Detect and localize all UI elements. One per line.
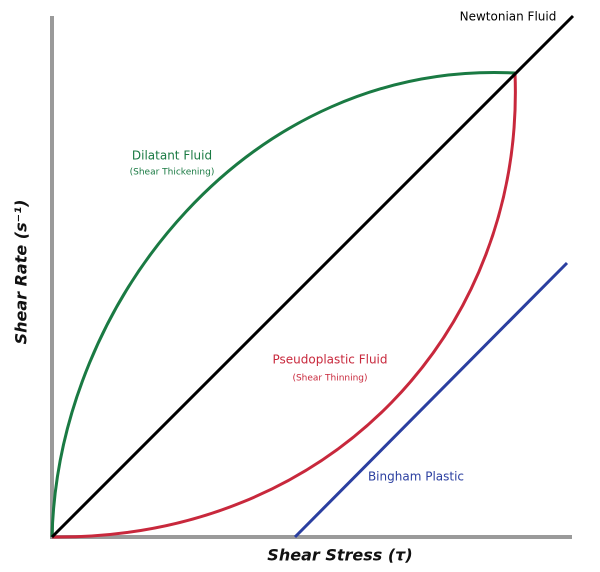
y-axis-title: Shear Rate (s⁻¹) bbox=[12, 200, 31, 345]
newtonian-line bbox=[50, 14, 575, 539]
pseudoplastic-curve bbox=[51, 72, 517, 539]
bingham-line bbox=[293, 261, 569, 539]
curve-note: (Shear Thickening) bbox=[130, 168, 215, 178]
curve-note: (Shear Thinning) bbox=[292, 374, 367, 384]
curve-label: Bingham Plastic bbox=[368, 470, 464, 484]
dilatant-curve bbox=[50, 71, 516, 538]
curve-label: Newtonian Fluid bbox=[460, 10, 557, 24]
x-axis-title: Shear Stress (τ) bbox=[267, 546, 412, 565]
curve-label: Pseudoplastic Fluid bbox=[272, 353, 387, 367]
curve-label: Dilatant Fluid bbox=[132, 149, 212, 163]
